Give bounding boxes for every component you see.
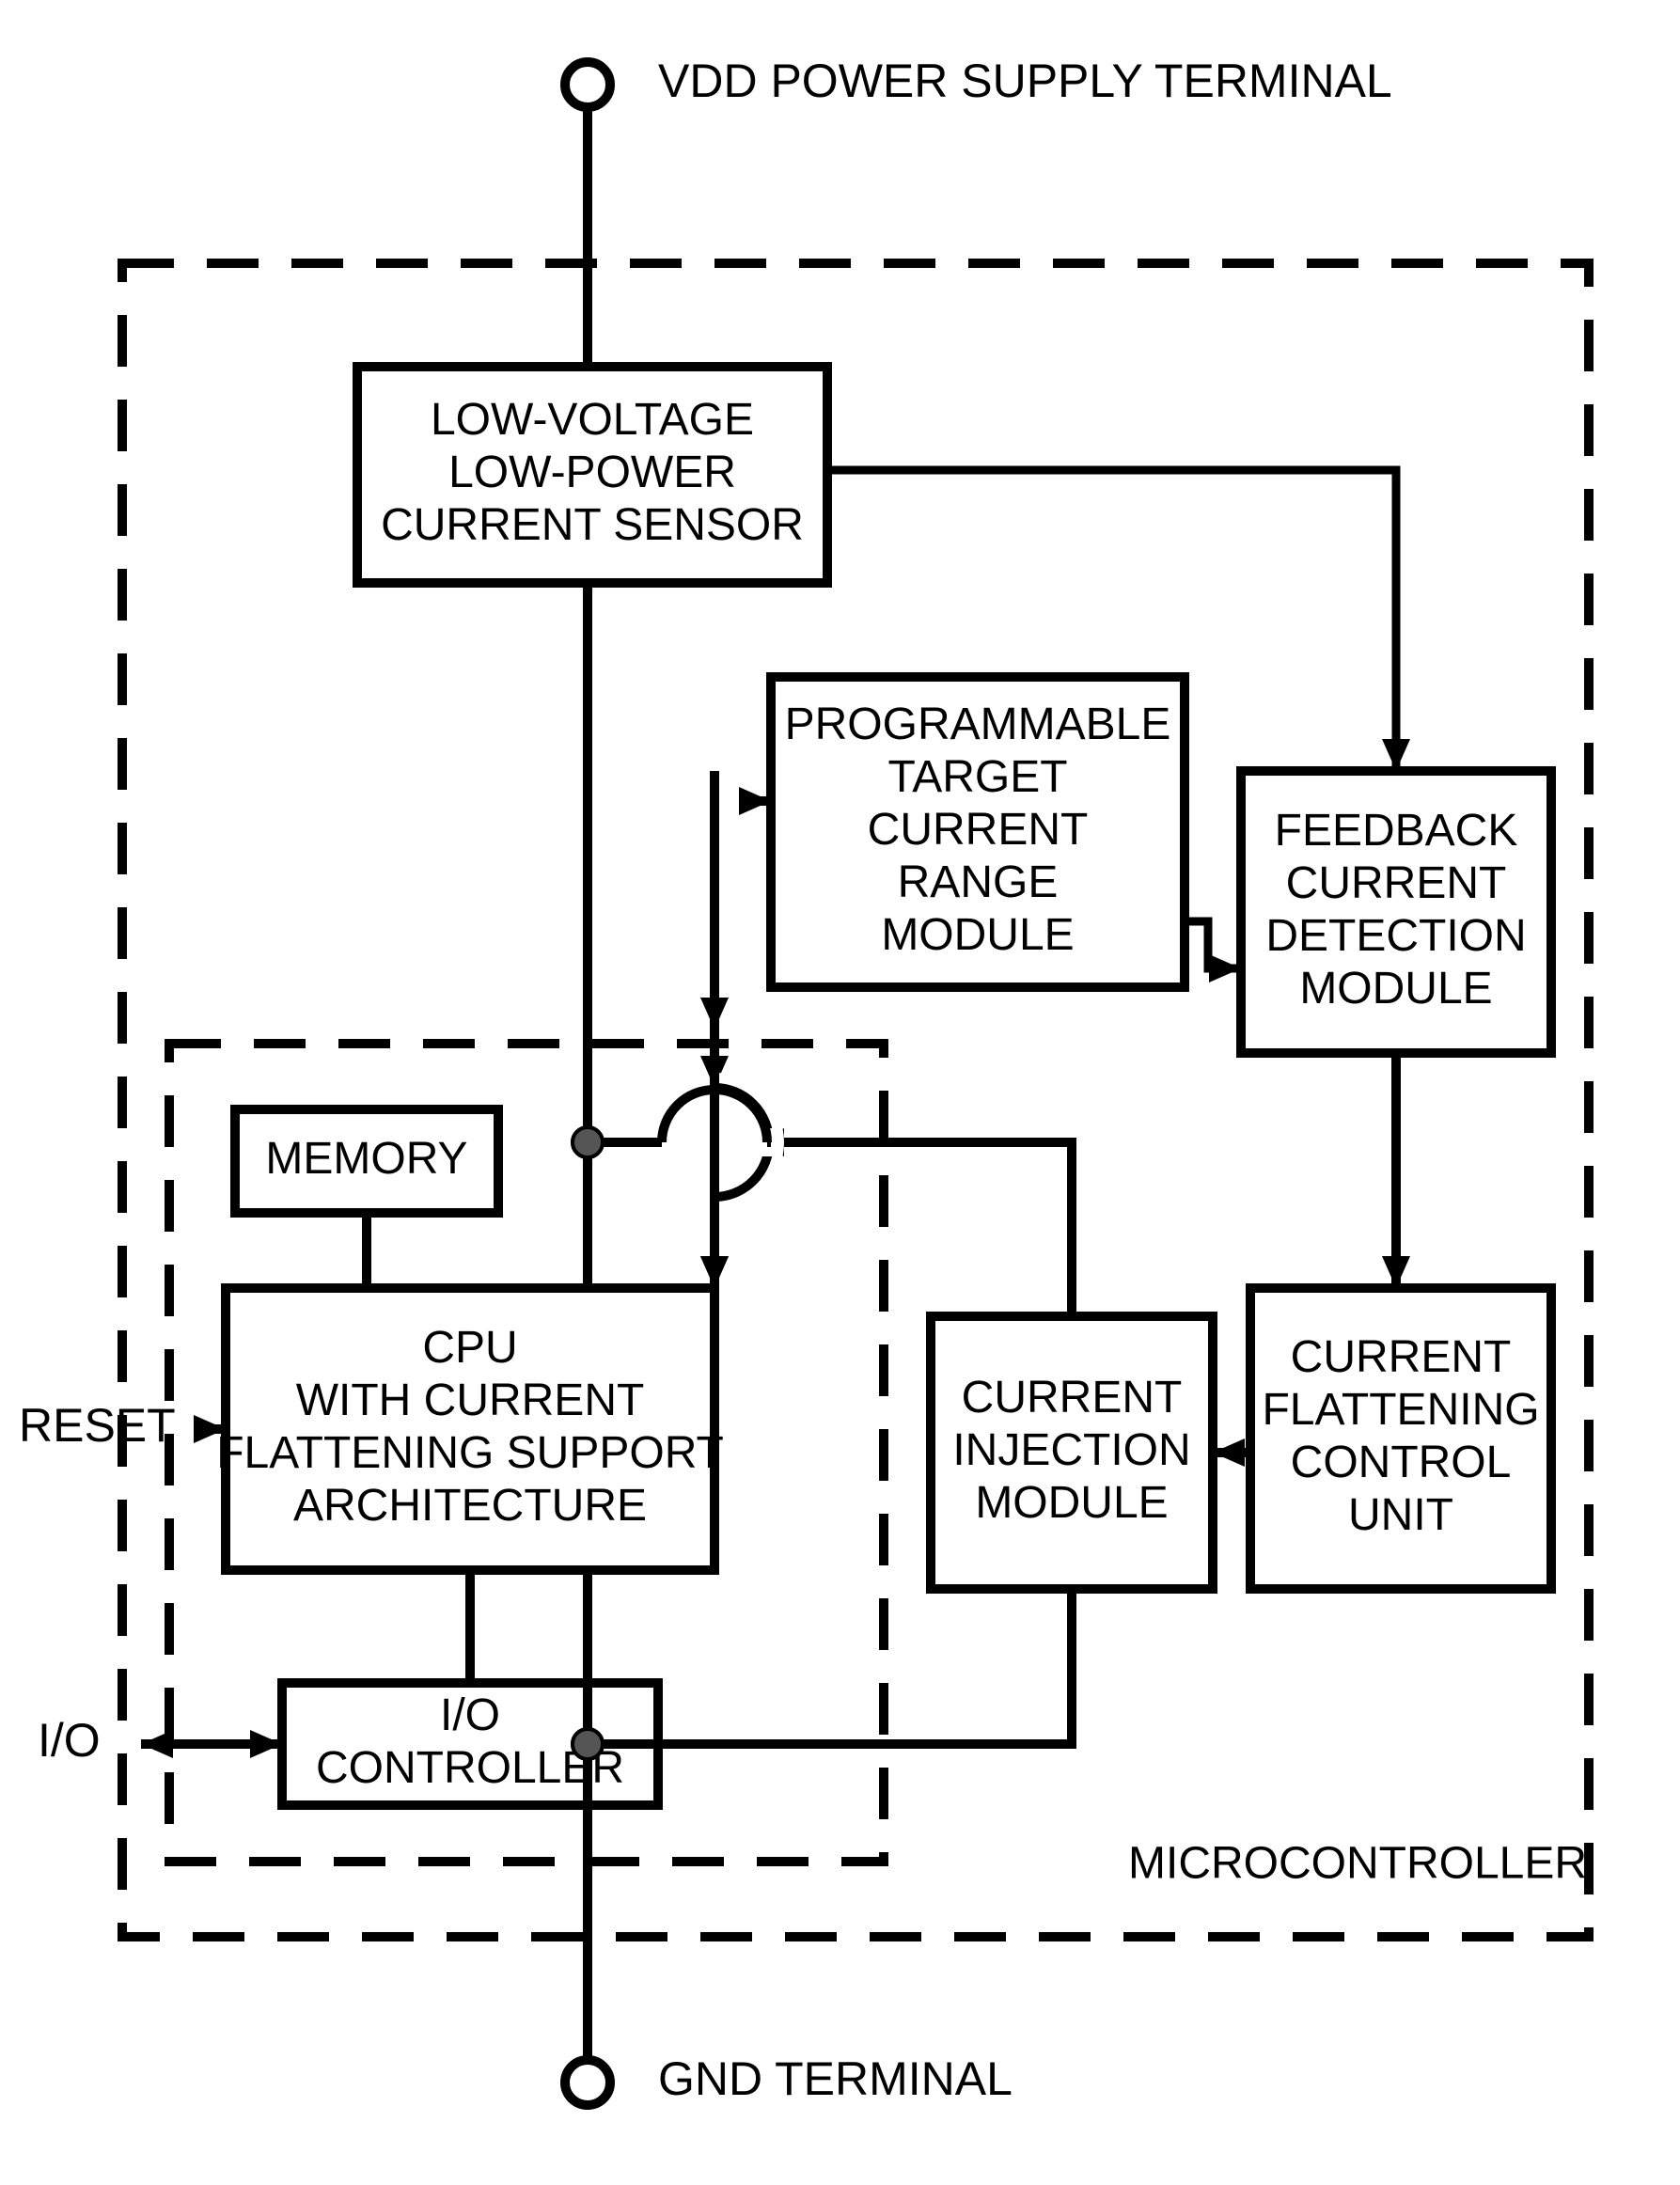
gnd-terminal-label: GND TERMINAL bbox=[658, 2052, 1013, 2105]
ext-label-reset: RESET bbox=[19, 1399, 176, 1452]
wire-8 bbox=[1185, 921, 1241, 968]
memory-label: MEMORY bbox=[265, 1134, 467, 1184]
junction-n_top-top bbox=[573, 1127, 603, 1157]
diagram-canvas: MICROCONTROLLERLOW-VOLTAGELOW-POWERCURRE… bbox=[0, 0, 1680, 2185]
gnd-terminal bbox=[565, 2060, 610, 2105]
microcontroller-label: MICROCONTROLLER bbox=[1128, 1839, 1587, 1889]
vdd-terminal bbox=[565, 62, 610, 107]
ext-label-io: I/O bbox=[38, 1714, 101, 1767]
injection-label: CURRENTINJECTIONMODULE bbox=[952, 1373, 1190, 1528]
junction-n_bottom-top bbox=[573, 1729, 603, 1759]
wire-11 bbox=[782, 1142, 1072, 1316]
vdd-terminal-label: VDD POWER SUPPLY TERMINAL bbox=[658, 55, 1392, 107]
